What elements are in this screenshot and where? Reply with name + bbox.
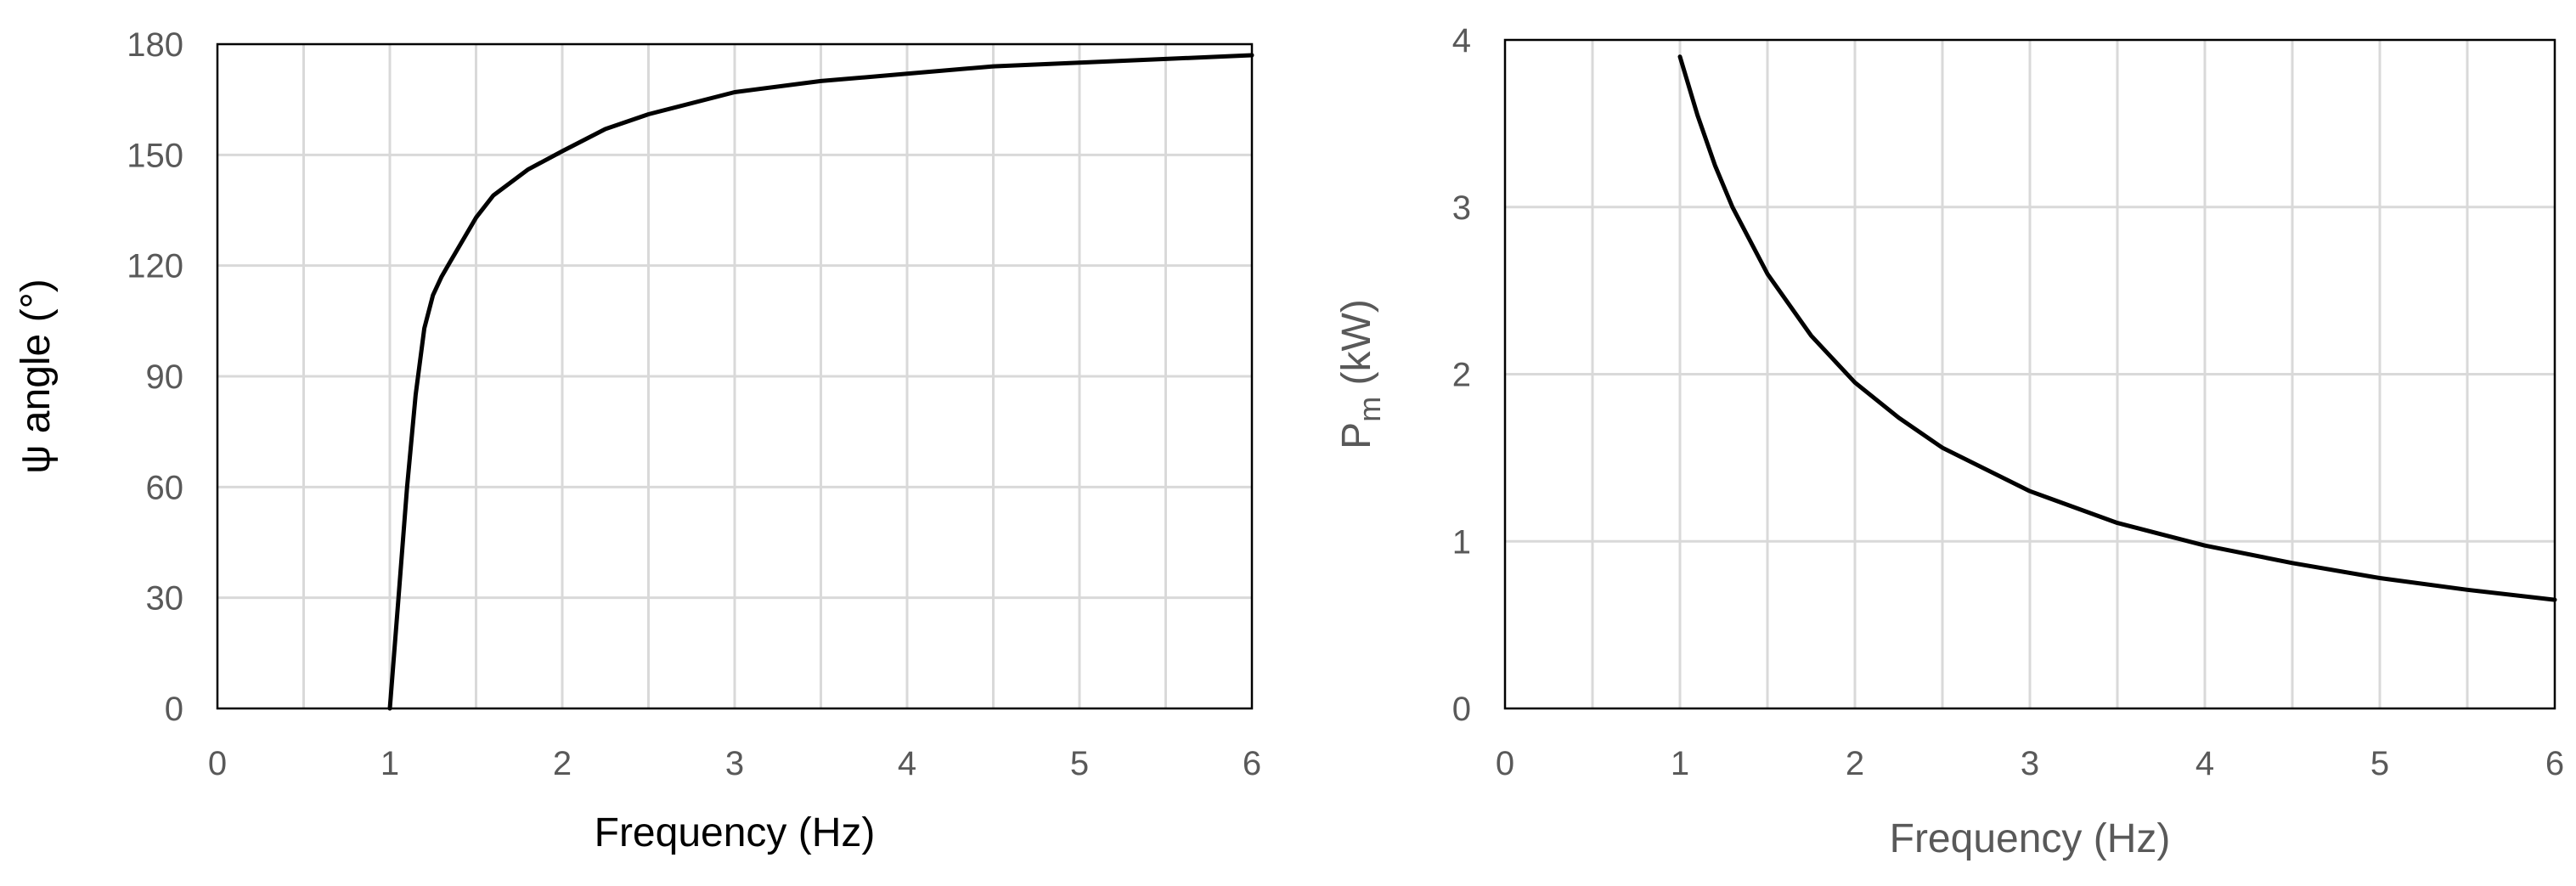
y-axis-title-unit: (kW)	[1334, 299, 1379, 397]
x-tick-label: 5	[2370, 745, 2389, 782]
x-axis-title: Frequency (Hz)	[595, 810, 876, 855]
y-tick-label: 150	[127, 137, 183, 174]
series-line	[387, 53, 1254, 711]
x-tick-label: 1	[380, 745, 399, 782]
y-tick-label: 1	[1452, 523, 1471, 561]
x-tick-label: 4	[2196, 745, 2214, 782]
x-tick-label: 0	[208, 745, 227, 782]
y-tick-label: 2	[1452, 357, 1471, 394]
y-tick-label: 180	[127, 26, 183, 64]
x-tick-label: 6	[1243, 745, 1261, 782]
x-tick-label: 1	[1671, 745, 1689, 782]
y-axis-title-subscript: m	[1352, 397, 1387, 422]
chart-2: 0 1 2 3 4 5 6 0 1 2 3 4 Frequency (Hz) Pm (kW)	[1334, 22, 2564, 861]
y-axis-title: Pm (kW)	[1334, 299, 1387, 449]
y-tick-label: 0	[1452, 691, 1471, 728]
y-tick-label: 60	[146, 469, 184, 506]
y-tick-label: 90	[146, 358, 184, 396]
x-axis-title: Frequency (Hz)	[1890, 816, 2171, 861]
plot-frame	[216, 42, 1254, 710]
y-axis-title: ψ angle (°)	[14, 279, 59, 474]
x-tick-label: 0	[1496, 745, 1514, 782]
x-tick-label: 2	[1846, 745, 1864, 782]
series-line	[1677, 54, 2557, 602]
y-tick-label: 30	[146, 580, 184, 618]
y-tick-label: 3	[1452, 189, 1471, 227]
x-tick-label: 3	[2021, 745, 2039, 782]
x-tick-label: 5	[1070, 745, 1089, 782]
plot-frame	[1503, 38, 2556, 710]
x-tick-label: 2	[553, 745, 572, 782]
x-tick-label: 3	[725, 745, 744, 782]
x-tick-label: 6	[2545, 745, 2564, 782]
y-tick-label: 4	[1452, 22, 1471, 59]
x-tick-label: 4	[898, 745, 916, 782]
y-tick-label: 0	[165, 691, 183, 728]
y-tick-label: 120	[127, 248, 183, 285]
